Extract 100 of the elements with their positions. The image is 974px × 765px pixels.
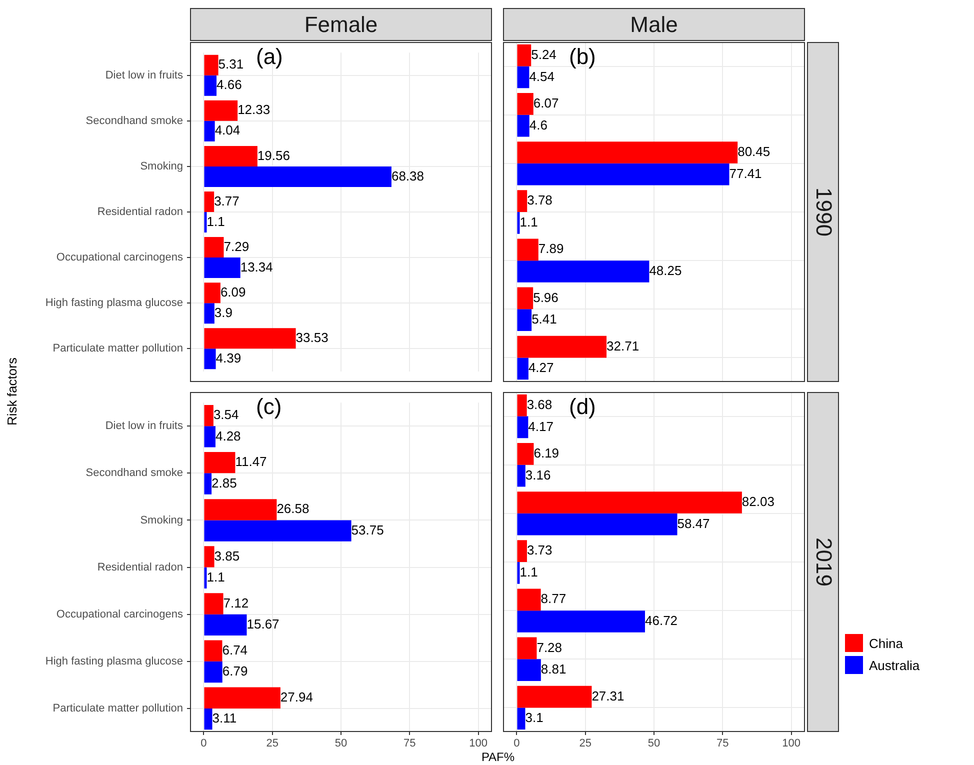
data-label: 5.96 <box>533 290 558 305</box>
x-tick-label: 0 <box>514 738 520 750</box>
data-label: 19.56 <box>257 148 290 163</box>
bar <box>517 443 534 465</box>
data-label: 5.24 <box>531 46 556 62</box>
data-label: 4.66 <box>216 77 242 92</box>
bar <box>517 114 530 137</box>
data-label: 26.58 <box>276 501 310 516</box>
x-tick-label: 25 <box>579 738 592 750</box>
data-label: 46.72 <box>644 613 678 628</box>
data-label: 7.29 <box>224 238 250 254</box>
y2-axis-title: 2019 <box>810 538 836 586</box>
y-tick-label: Diet low in fruits <box>105 420 184 432</box>
data-label: 48.25 <box>649 263 682 278</box>
bar <box>517 260 650 282</box>
data-label: 3.11 <box>212 710 237 726</box>
chart-title: Male <box>503 8 805 41</box>
data-label: 4.27 <box>528 360 554 376</box>
data-label: 3.68 <box>526 396 552 412</box>
bar <box>204 546 214 568</box>
bar <box>204 499 277 520</box>
data-label: 6.74 <box>222 642 248 658</box>
bar <box>517 190 528 212</box>
bar <box>517 513 678 536</box>
data-label: 12.33 <box>238 102 270 118</box>
annotation: (a) <box>256 44 283 70</box>
x-axis-title: PAF% <box>480 750 516 764</box>
bar <box>517 416 528 438</box>
data-label: 1.1 <box>206 569 225 584</box>
bar <box>517 142 738 164</box>
data-label: 8.81 <box>540 662 566 677</box>
bar <box>204 348 216 370</box>
annotation: (d) <box>569 394 596 420</box>
bar <box>204 54 218 76</box>
bar <box>204 237 224 258</box>
bar <box>204 100 238 121</box>
bar <box>204 75 217 96</box>
legend-label: Australia <box>869 658 920 672</box>
bar <box>204 404 214 426</box>
bar <box>517 492 742 514</box>
data-label: 77.41 <box>729 166 762 181</box>
bar <box>204 426 216 448</box>
data-label: 68.38 <box>391 168 424 184</box>
data-label: 7.89 <box>538 241 564 256</box>
bar <box>517 44 532 66</box>
data-label: 5.31 <box>218 56 244 72</box>
data-label: 7.28 <box>536 640 562 655</box>
x-tick-label: 50 <box>334 738 348 750</box>
y-tick-label: Smoking <box>140 160 183 172</box>
y-axis-title: Risk factors <box>4 357 20 425</box>
bar <box>517 686 592 708</box>
bar <box>517 336 607 358</box>
y-tick-label: High fasting plasma glucose <box>45 655 183 668</box>
bar <box>517 588 541 611</box>
data-label: 33.53 <box>296 330 328 345</box>
data-label: 5.41 <box>532 312 557 327</box>
y-tick-label: Particulate matter pollution <box>52 702 183 715</box>
bar <box>517 394 527 416</box>
bar <box>204 192 214 212</box>
x-tick-label: 0 <box>200 738 207 750</box>
x-tick-label: 50 <box>648 738 660 750</box>
y-tick-label: Particulate matter pollution <box>52 342 183 355</box>
data-label: 1.1 <box>520 564 538 580</box>
bar <box>517 610 645 632</box>
data-label: 7.12 <box>223 595 249 610</box>
bar <box>204 120 215 142</box>
data-label: 3.1 <box>525 710 544 726</box>
data-label: 3.54 <box>213 407 239 422</box>
data-label: 13.34 <box>240 259 273 274</box>
bar <box>204 166 392 187</box>
bar <box>517 66 530 88</box>
bar <box>517 637 537 660</box>
data-label: 32.71 <box>606 338 640 354</box>
bar <box>204 212 207 232</box>
data-label: 4.6 <box>529 117 548 132</box>
data-label: 80.45 <box>738 144 770 160</box>
data-label: 3.85 <box>214 548 240 564</box>
data-label: 2.85 <box>212 475 237 490</box>
bar <box>517 562 520 584</box>
bar <box>204 452 236 474</box>
bar <box>517 238 538 261</box>
data-label: 11.47 <box>235 454 267 470</box>
x-tick-label: 100 <box>469 738 488 750</box>
bar <box>517 708 526 730</box>
bar <box>517 309 532 331</box>
data-label: 82.03 <box>742 494 774 510</box>
x-tick-label: 75 <box>716 738 729 750</box>
bar <box>204 640 222 662</box>
data-label: 3.16 <box>525 467 551 482</box>
y-tick-label: Secondhand smoke <box>86 467 183 480</box>
data-label: 1.1 <box>206 214 225 229</box>
bar <box>517 358 528 380</box>
y-tick-label: Smoking <box>140 514 183 526</box>
x-tick-label: 75 <box>404 738 416 750</box>
bar <box>204 614 247 636</box>
data-label: 27.31 <box>592 688 624 704</box>
annotation: (b) <box>569 44 596 70</box>
bar <box>204 303 214 324</box>
y-tick-label: Residential radon <box>97 561 183 574</box>
y-tick-label: High fasting plasma glucose <box>45 297 183 310</box>
